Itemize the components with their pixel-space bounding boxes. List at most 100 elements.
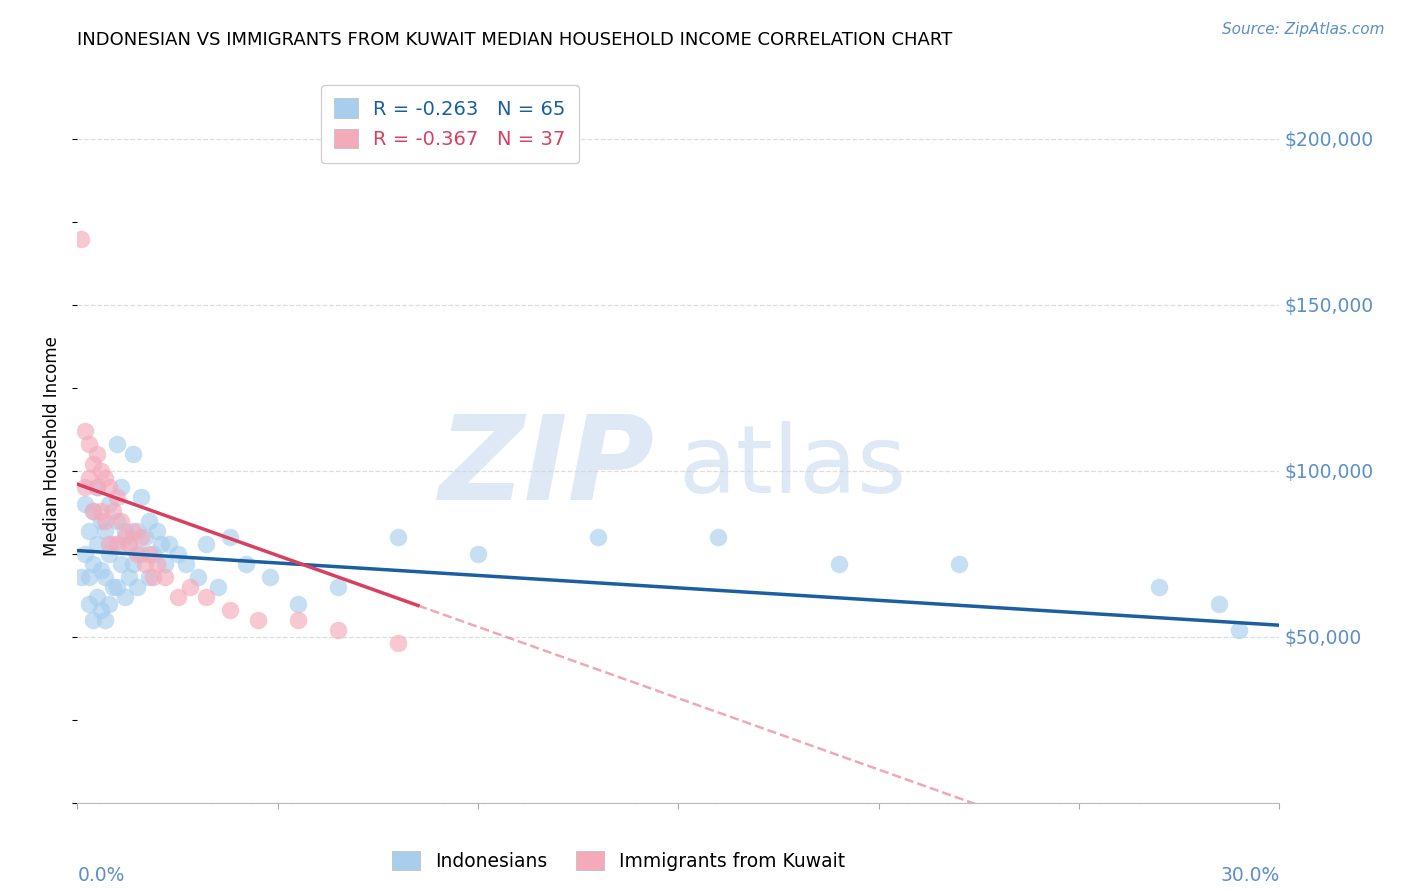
Point <box>118 537 141 551</box>
Point <box>75 481 97 495</box>
Point <box>828 557 851 571</box>
Point <box>207 580 229 594</box>
Point <box>86 537 108 551</box>
Point <box>127 580 149 594</box>
Point <box>94 570 117 584</box>
Point <box>131 491 153 505</box>
Point <box>150 537 173 551</box>
Point <box>122 557 145 571</box>
Text: Source: ZipAtlas.com: Source: ZipAtlas.com <box>1222 22 1385 37</box>
Point <box>103 580 125 594</box>
Point <box>86 481 108 495</box>
Point <box>107 537 129 551</box>
Point <box>326 624 349 638</box>
Point <box>166 547 188 561</box>
Point <box>131 547 153 561</box>
Point <box>94 613 117 627</box>
Point <box>174 557 197 571</box>
Point <box>114 524 136 538</box>
Point <box>218 530 240 544</box>
Point <box>79 597 101 611</box>
Point <box>287 597 309 611</box>
Point <box>86 447 108 461</box>
Legend: Indonesians, Immigrants from Kuwait: Indonesians, Immigrants from Kuwait <box>385 843 852 878</box>
Point <box>107 437 129 451</box>
Point <box>127 524 149 538</box>
Point <box>90 504 112 518</box>
Text: INDONESIAN VS IMMIGRANTS FROM KUWAIT MEDIAN HOUSEHOLD INCOME CORRELATION CHART: INDONESIAN VS IMMIGRANTS FROM KUWAIT MED… <box>77 31 953 49</box>
Y-axis label: Median Household Income: Median Household Income <box>44 336 62 556</box>
Point <box>146 524 169 538</box>
Point <box>90 603 112 617</box>
Point <box>588 530 610 544</box>
Point <box>79 524 101 538</box>
Point <box>110 514 132 528</box>
Point <box>82 457 104 471</box>
Point <box>90 464 112 478</box>
Point <box>75 424 97 438</box>
Point <box>166 590 188 604</box>
Point <box>118 537 141 551</box>
Point <box>82 504 104 518</box>
Point <box>155 557 177 571</box>
Point <box>107 491 129 505</box>
Point <box>187 570 209 584</box>
Point <box>259 570 281 584</box>
Point <box>75 547 97 561</box>
Point <box>94 524 117 538</box>
Point <box>79 437 101 451</box>
Point <box>94 514 117 528</box>
Point <box>707 530 730 544</box>
Point <box>155 570 177 584</box>
Point <box>98 597 121 611</box>
Point <box>114 530 136 544</box>
Point <box>82 504 104 518</box>
Point <box>387 636 409 650</box>
Legend: R = -0.263   N = 65, R = -0.367   N = 37: R = -0.263 N = 65, R = -0.367 N = 37 <box>321 85 579 162</box>
Point <box>1149 580 1171 594</box>
Point <box>86 590 108 604</box>
Point <box>98 481 121 495</box>
Point <box>134 557 156 571</box>
Point <box>90 514 112 528</box>
Point <box>1229 624 1251 638</box>
Point <box>82 557 104 571</box>
Point <box>142 547 165 561</box>
Point <box>70 231 93 245</box>
Point <box>122 447 145 461</box>
Text: 30.0%: 30.0% <box>1220 866 1279 885</box>
Point <box>948 557 970 571</box>
Point <box>98 537 121 551</box>
Text: 0.0%: 0.0% <box>77 866 125 885</box>
Point <box>79 470 101 484</box>
Point <box>98 497 121 511</box>
Point <box>134 530 156 544</box>
Point <box>138 570 160 584</box>
Point <box>246 613 269 627</box>
Point <box>146 557 169 571</box>
Point <box>194 537 217 551</box>
Point <box>287 613 309 627</box>
Point <box>179 580 201 594</box>
Point <box>467 547 489 561</box>
Point <box>114 590 136 604</box>
Point <box>194 590 217 604</box>
Point <box>103 537 125 551</box>
Point <box>387 530 409 544</box>
Point <box>1208 597 1230 611</box>
Point <box>103 504 125 518</box>
Point <box>98 547 121 561</box>
Point <box>70 570 93 584</box>
Point <box>90 564 112 578</box>
Point <box>107 514 129 528</box>
Point <box>131 530 153 544</box>
Point <box>75 497 97 511</box>
Point <box>235 557 257 571</box>
Point <box>118 570 141 584</box>
Point <box>127 547 149 561</box>
Point <box>326 580 349 594</box>
Point <box>138 514 160 528</box>
Text: ZIP: ZIP <box>439 410 654 524</box>
Point <box>159 537 181 551</box>
Point <box>110 557 132 571</box>
